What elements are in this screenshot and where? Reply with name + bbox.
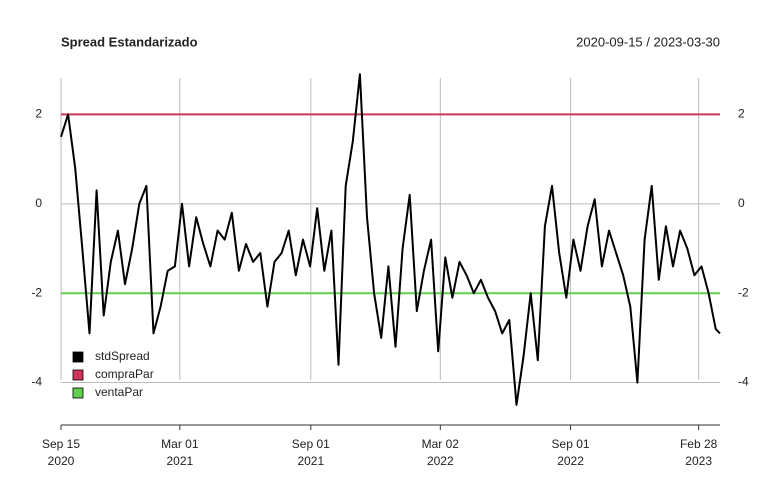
y-tick-label: 0 [35,196,42,210]
y-tick-label: -4 [31,375,42,389]
legend-key [72,387,84,399]
y-tick-label: 2 [35,107,42,121]
legend-label: stdSpread [95,349,150,363]
x-tick-label: Mar 02 2022 [422,437,460,468]
y2-tick-label: -4 [738,375,749,389]
chart-subtitle: 2020-09-15 / 2023-03-30 [576,34,720,49]
x-tick-label: Sep 01 2021 [292,437,330,468]
x-tick-label: Feb 28 2023 [680,437,718,468]
y2-tick-label: 0 [738,196,745,210]
legend-label: ventaPar [95,385,143,399]
y2-tick-label: 2 [738,107,745,121]
x-tick-label: Mar 01 2021 [161,437,199,468]
legend-key [72,351,84,363]
y2-tick-label: -2 [738,285,749,299]
chart-title: Spread Estandarizado [61,34,198,49]
legend-label: compraPar [95,367,154,381]
x-tick-label: Sep 15 2020 [42,437,80,468]
legend-key [72,369,84,381]
spread-line [60,73,721,406]
x-tick-label: Sep 01 2022 [552,437,590,468]
y-tick-label: -2 [31,285,42,299]
